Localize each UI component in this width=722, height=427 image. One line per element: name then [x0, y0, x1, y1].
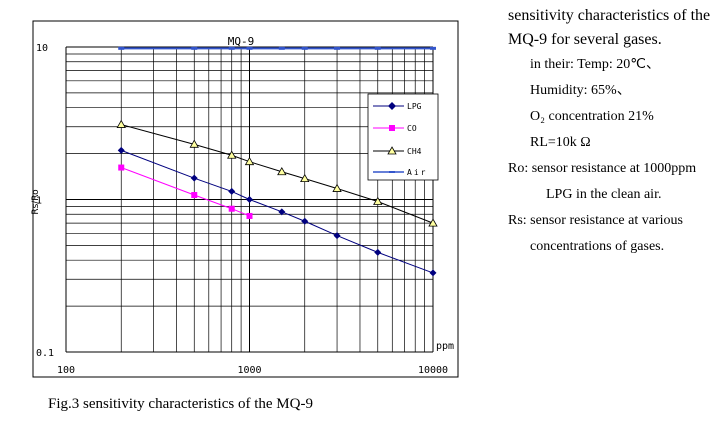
- legend: LPG CO CH4 Air: [367, 93, 439, 181]
- chart-title: MQ-9: [228, 35, 255, 48]
- point-lpg: [374, 248, 382, 256]
- series-markers: [116, 46, 438, 277]
- point-ch4: [373, 196, 383, 205]
- y-tick-label: 1: [36, 196, 42, 207]
- legend-box: [367, 93, 439, 181]
- x-axis-unit-label: ppm: [436, 341, 454, 352]
- point-lpg: [190, 174, 198, 182]
- point-ch4: [300, 173, 310, 183]
- point-ch4: [189, 139, 199, 148]
- point-air: [334, 46, 341, 50]
- point-ch4: [227, 150, 237, 159]
- side-description: sensitivity characteristics of the MQ-9 …: [508, 4, 720, 260]
- point-air: [374, 46, 381, 50]
- point-co: [191, 192, 198, 199]
- point-lpg: [429, 269, 437, 277]
- point-co: [118, 164, 125, 171]
- ro-definition: Ro: sensor resistance at 1000ppm: [508, 161, 697, 176]
- point-air: [118, 46, 125, 50]
- point-air: [301, 46, 308, 50]
- legend-label-air: Air: [407, 168, 427, 177]
- rs-definition-cont: concentrations of gases.: [530, 239, 665, 254]
- y-tick-label: 0.1: [36, 348, 54, 359]
- condition-humidity: Humidity: 65%、: [530, 83, 631, 98]
- point-co: [228, 205, 235, 212]
- condition-o2: O₂ concentration 21%: [530, 109, 654, 124]
- figure-caption: Fig.3 sensitivity characteristics of the…: [48, 396, 313, 412]
- x-tick-label: 100: [57, 365, 75, 376]
- point-lpg: [278, 208, 286, 216]
- point-lpg: [246, 196, 253, 203]
- point-lpg: [301, 217, 309, 225]
- x-tick-label: 1000: [237, 365, 261, 376]
- legend-marker-lpg: [388, 102, 396, 110]
- condition-temp: in their: Temp: 20℃、: [530, 57, 660, 72]
- point-lpg: [228, 187, 236, 195]
- point-air: [246, 46, 253, 50]
- ro-definition-cont: LPG in the clean air.: [546, 187, 662, 202]
- legend-label-lpg: LPG: [407, 102, 422, 111]
- point-air: [191, 46, 198, 50]
- legend-label-co: CO: [407, 124, 417, 133]
- point-ch4: [277, 166, 287, 176]
- point-lpg: [333, 232, 341, 240]
- sensitivity-chart: MQ-9 Rs/Ro ppm 100 1000 10000 0.1 1 10 LPG CO…: [31, 20, 459, 378]
- legend-marker-air: [389, 171, 395, 173]
- series-line-co: [121, 167, 250, 217]
- condition-rl: RL=10k Ω: [530, 135, 591, 150]
- point-lpg: [117, 146, 125, 154]
- point-ch4: [244, 156, 255, 166]
- tick-labels: 100 1000 10000 0.1 1 10: [36, 43, 448, 376]
- legend-label-ch4: CH4: [407, 147, 422, 156]
- point-air: [278, 46, 285, 50]
- y-tick-label: 10: [36, 43, 48, 54]
- rs-definition: Rs: sensor resistance at various: [508, 213, 683, 228]
- point-ch4: [428, 218, 438, 227]
- legend-marker-ch4: [387, 146, 397, 155]
- x-tick-label: 10000: [418, 365, 448, 376]
- y-axis-label: Rs/Ro: [31, 189, 41, 215]
- point-air: [430, 46, 436, 50]
- point-ch4: [332, 183, 342, 192]
- legend-marker-co: [389, 125, 395, 131]
- side-heading: sensitivity characteristics of the MQ-9 …: [508, 7, 711, 48]
- point-air: [228, 46, 235, 50]
- point-ch4: [116, 119, 126, 128]
- point-co: [246, 212, 253, 219]
